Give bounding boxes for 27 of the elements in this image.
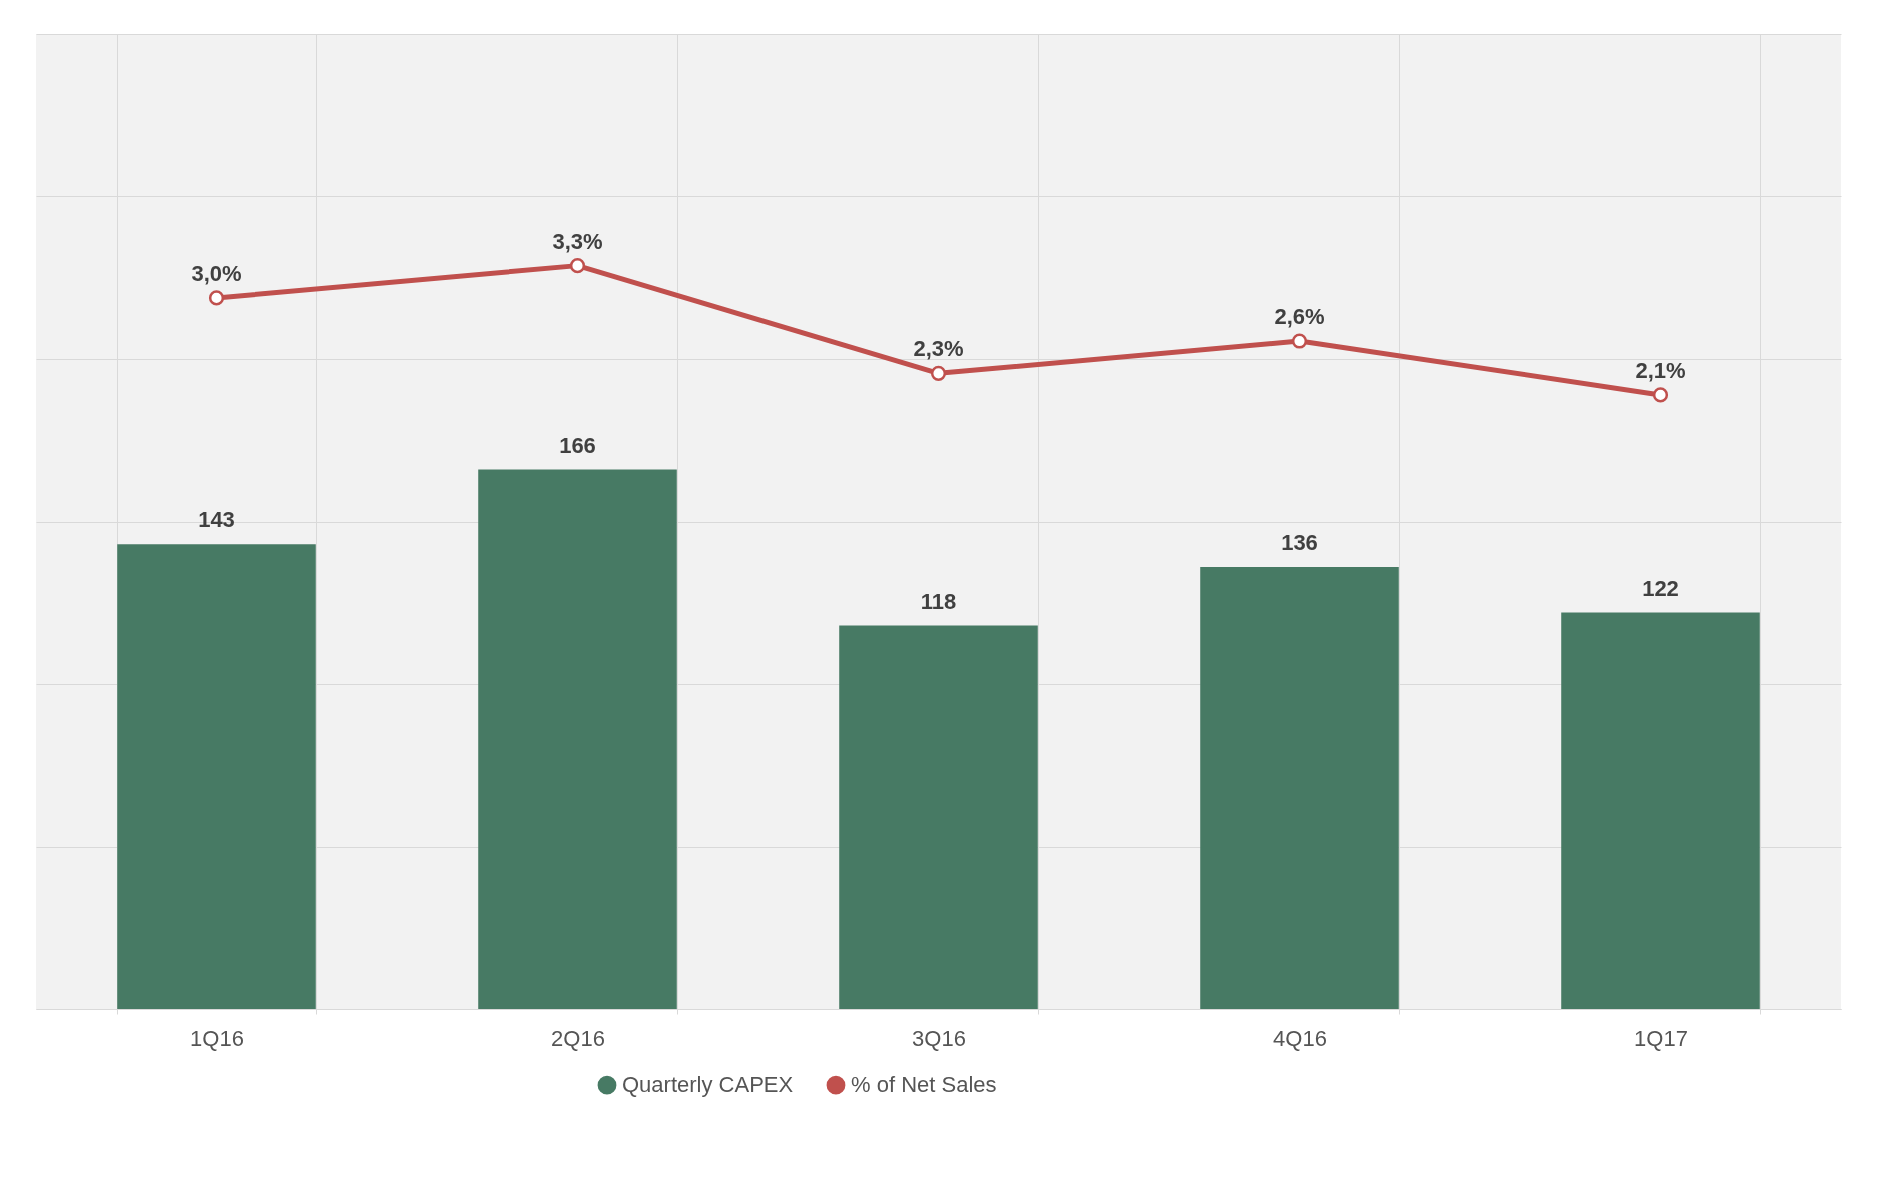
bar (478, 469, 677, 1009)
bar (1561, 612, 1760, 1009)
data-label: 3,0% (191, 260, 242, 286)
data-label: 166 (559, 432, 596, 458)
legend-label: Quarterly CAPEX (622, 1072, 794, 1098)
x-tick-label: 1Q16 (190, 1025, 244, 1051)
x-tick-label: 4Q16 (1273, 1025, 1327, 1051)
point (1652, 387, 1669, 403)
legend-label: % of Net Sales (851, 1072, 997, 1098)
data-label: 2,1% (1635, 357, 1686, 383)
data-label: 136 (1281, 530, 1318, 555)
data-label: 3,3% (552, 228, 603, 254)
bar (117, 544, 316, 1009)
data-label: 143 (198, 507, 235, 533)
bar (839, 625, 1038, 1009)
bar (1200, 567, 1399, 1009)
data-label: 122 (1642, 575, 1679, 601)
point (569, 258, 586, 274)
point (930, 365, 947, 381)
data-label: 2,3% (913, 336, 964, 362)
x-tick-label: 3Q16 (912, 1025, 966, 1051)
x-tick-label: 1Q17 (1634, 1025, 1688, 1051)
data-label: 118 (920, 588, 957, 614)
x-tick-label: 2Q16 (551, 1025, 605, 1051)
data-label: 2,6% (1274, 304, 1325, 330)
point (208, 290, 225, 306)
point (1291, 333, 1308, 349)
